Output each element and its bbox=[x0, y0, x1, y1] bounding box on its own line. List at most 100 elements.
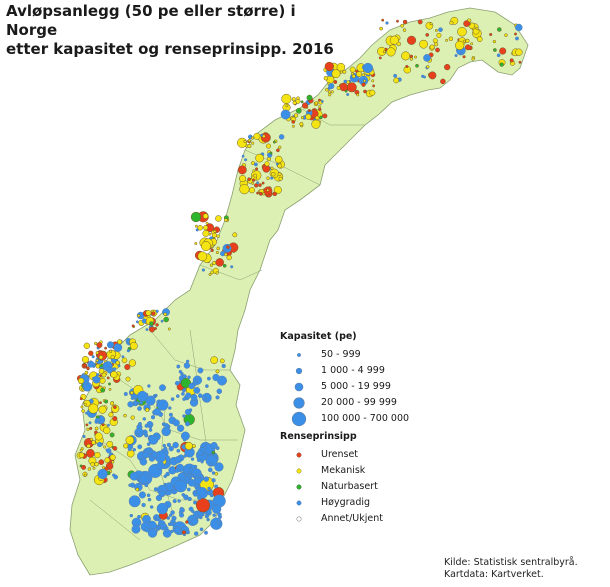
plant-mechanical bbox=[369, 89, 376, 96]
plant-nature bbox=[163, 316, 169, 323]
plant-highgrade bbox=[211, 478, 216, 483]
plant-mechanical bbox=[248, 187, 256, 194]
plant-untreated bbox=[88, 350, 94, 356]
plant-untreated bbox=[112, 446, 118, 451]
plant-mechanical bbox=[429, 22, 433, 26]
plant-highgrade bbox=[278, 134, 285, 140]
principle-symbol-mechanical bbox=[296, 468, 302, 474]
map-title: Avløpsanlegg (50 pe eller større) i Norg… bbox=[6, 2, 336, 59]
plant-mechanical bbox=[145, 407, 150, 412]
plant-highgrade bbox=[170, 521, 175, 527]
plant-highgrade bbox=[362, 62, 374, 74]
principle-symbol-nature bbox=[296, 484, 302, 490]
plant-untreated bbox=[81, 464, 87, 470]
plant-untreated bbox=[258, 191, 263, 196]
plant-highgrade bbox=[193, 386, 201, 394]
plant-mechanical bbox=[252, 169, 256, 173]
plant-untreated bbox=[151, 311, 156, 316]
plant-untreated bbox=[86, 448, 95, 458]
plant-untreated bbox=[247, 177, 251, 182]
plant-highgrade bbox=[211, 504, 222, 514]
plant-highgrade bbox=[210, 441, 218, 450]
plant-mechanical bbox=[336, 86, 341, 90]
plant-highgrade bbox=[144, 423, 149, 428]
plant-mechanical bbox=[243, 139, 247, 143]
plant-untreated bbox=[104, 346, 108, 350]
plant-mechanical bbox=[291, 124, 295, 128]
plant-mechanical bbox=[434, 42, 439, 47]
plant-highgrade bbox=[174, 456, 182, 464]
plant-highgrade bbox=[145, 328, 149, 332]
plant-highgrade bbox=[168, 406, 172, 410]
plant-mechanical bbox=[87, 467, 92, 471]
plant-highgrade bbox=[206, 517, 210, 522]
plant-untreated bbox=[378, 56, 382, 60]
plant-mechanical bbox=[253, 173, 258, 178]
plant-mechanical bbox=[426, 65, 430, 69]
plant-nature bbox=[295, 107, 302, 114]
plant-mechanical bbox=[349, 66, 356, 73]
plant-mechanical bbox=[86, 427, 90, 431]
plant-untreated bbox=[318, 107, 322, 112]
legend-principle-row: Naturbasert bbox=[280, 479, 450, 495]
plant-mechanical bbox=[327, 90, 332, 94]
plant-highgrade bbox=[160, 319, 164, 323]
plant-highgrade bbox=[183, 362, 191, 369]
plant-mechanical bbox=[77, 377, 85, 384]
source-line-1: Kilde: Statistisk sentralbyrå. bbox=[444, 557, 578, 568]
plant-mechanical bbox=[129, 390, 134, 395]
plant-highgrade bbox=[148, 434, 159, 445]
plant-mechanical bbox=[251, 136, 255, 140]
legend-capacity-label: 1 000 - 4 999 bbox=[321, 365, 385, 376]
plant-highgrade bbox=[161, 426, 171, 437]
plant-nature bbox=[222, 263, 227, 268]
plant-highgrade bbox=[172, 499, 177, 504]
plant-highgrade bbox=[203, 476, 210, 482]
plant-highgrade bbox=[193, 531, 199, 536]
legend-capacity-row: 1 000 - 4 999 bbox=[280, 363, 450, 379]
principle-symbol-other bbox=[296, 516, 302, 522]
plant-highgrade bbox=[127, 447, 132, 452]
plant-untreated bbox=[185, 520, 189, 524]
plant-mechanical bbox=[80, 405, 84, 409]
plant-nature bbox=[319, 115, 323, 120]
plant-untreated bbox=[237, 165, 247, 175]
plant-highgrade bbox=[113, 474, 119, 480]
plant-mechanical bbox=[111, 460, 115, 464]
plant-mechanical bbox=[393, 77, 400, 84]
plant-highgrade bbox=[82, 434, 86, 439]
plant-mechanical bbox=[470, 42, 474, 46]
plant-highgrade bbox=[185, 359, 190, 364]
plant-mechanical bbox=[130, 415, 135, 420]
plant-highgrade bbox=[199, 527, 204, 532]
plant-mechanical bbox=[465, 38, 470, 43]
plant-mechanical bbox=[216, 246, 220, 251]
plant-highgrade bbox=[182, 414, 186, 418]
plant-untreated bbox=[89, 426, 93, 430]
plant-highgrade bbox=[207, 467, 213, 473]
plant-mechanical bbox=[197, 225, 203, 231]
plant-highgrade bbox=[174, 380, 180, 386]
plant-untreated bbox=[155, 323, 159, 327]
plant-mechanical bbox=[278, 176, 283, 181]
plant-highgrade bbox=[130, 396, 135, 400]
plant-highgrade bbox=[145, 395, 156, 406]
plant-mechanical bbox=[109, 349, 113, 353]
plant-highgrade bbox=[270, 176, 274, 180]
plant-mechanical bbox=[98, 405, 107, 414]
plant-nature bbox=[149, 321, 154, 326]
plant-mechanical bbox=[429, 44, 435, 50]
plant-mechanical bbox=[386, 47, 396, 57]
plant-mechanical bbox=[125, 435, 135, 445]
plant-mechanical bbox=[379, 26, 383, 31]
plant-highgrade bbox=[148, 425, 153, 429]
plant-nature bbox=[190, 211, 202, 223]
plant-highgrade bbox=[117, 364, 121, 368]
plant-highgrade bbox=[168, 412, 173, 417]
plant-mechanical bbox=[419, 39, 428, 49]
plant-highgrade bbox=[142, 417, 147, 421]
source-note: Kilde: Statistisk sentralbyrå. Kartdata:… bbox=[444, 557, 578, 581]
plant-untreated bbox=[396, 19, 399, 23]
plant-highgrade bbox=[138, 421, 142, 426]
plant-highgrade bbox=[211, 471, 216, 475]
